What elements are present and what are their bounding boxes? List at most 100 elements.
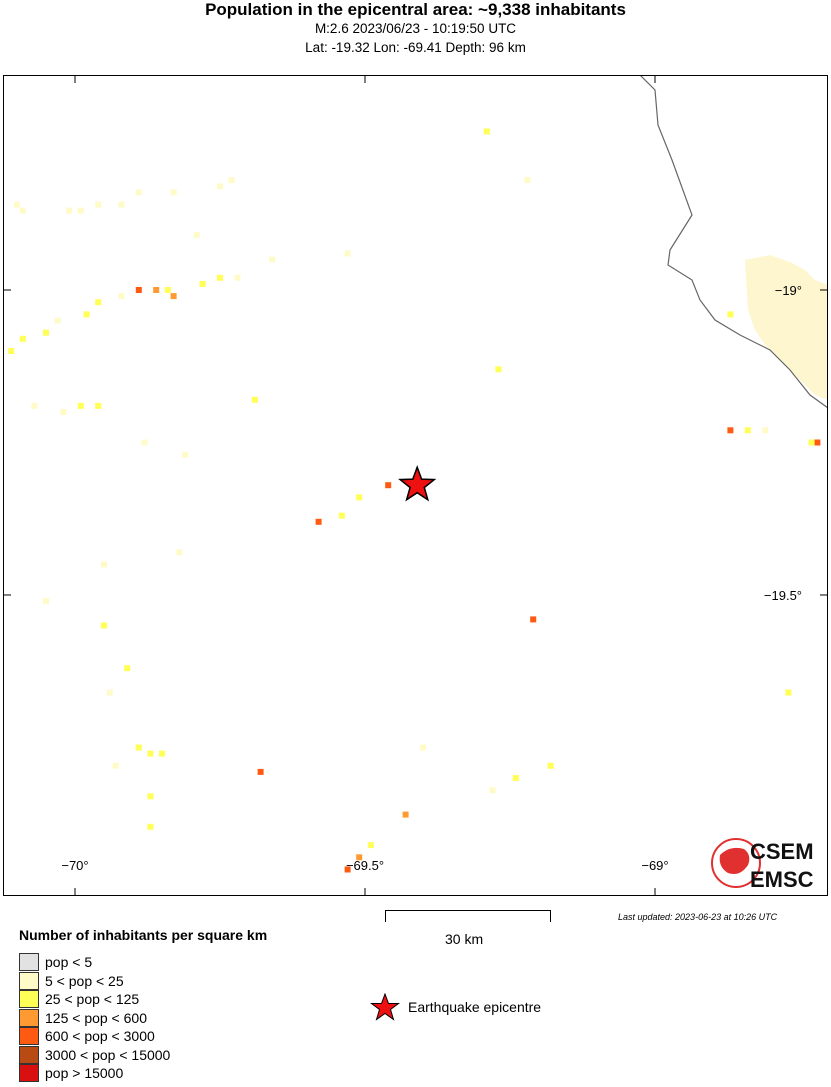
population-cell [54, 317, 61, 323]
population-cell [419, 744, 426, 750]
population-cell [77, 402, 84, 409]
population-cell [59, 408, 66, 415]
population-cell [65, 207, 72, 214]
population-cell [193, 231, 200, 238]
population-cell [117, 292, 124, 299]
population-cell [489, 786, 496, 793]
lat-tick-label: −19.5° [763, 588, 801, 603]
population-cell [106, 689, 113, 696]
population-cell [726, 426, 733, 433]
event-location: Lat: -19.32 Lon: -69.41 Depth: 96 km [305, 40, 526, 55]
population-cell [367, 841, 374, 848]
population-cell [42, 329, 49, 336]
population-cell [112, 762, 119, 769]
population-cell [813, 439, 820, 445]
epicentre-legend: Earthquake epicentre [370, 993, 541, 1021]
legend-item: pop < 5 [19, 953, 92, 971]
population-cell [83, 310, 90, 317]
legend-item: 3000 < pop < 15000 [19, 1045, 171, 1064]
scale-bar [385, 910, 551, 922]
population-cell [216, 182, 223, 189]
star-icon [370, 993, 400, 1021]
population-cell [94, 201, 101, 208]
population-cell [77, 207, 84, 214]
population-cell [135, 744, 142, 750]
population-cell [494, 365, 501, 372]
legend-swatch [19, 953, 39, 971]
population-cell [402, 811, 409, 818]
population-cell [135, 188, 142, 195]
population-cell [19, 207, 26, 214]
lon-tick-label: −69° [641, 858, 668, 873]
country-border [640, 76, 827, 408]
population-cell [100, 561, 107, 567]
epicentre-legend-label: Earthquake epicentre [408, 999, 542, 1015]
population-cell [257, 768, 264, 775]
population-cell [141, 439, 148, 445]
lon-tick-label: −69.5° [345, 858, 383, 873]
map-title: Population in the epicentral area: ~9,33… [205, 0, 626, 19]
population-cell [355, 853, 362, 860]
last-updated: Last updated: 2023-06-23 at 10:26 UTC [618, 912, 778, 922]
population-cell [170, 188, 177, 195]
population-cell [784, 689, 791, 696]
legend-swatch [19, 1045, 39, 1064]
legend-label: 3000 < pop < 15000 [45, 1046, 171, 1063]
legend-swatch [19, 1064, 39, 1082]
svg-text:CSEM: CSEM [750, 839, 814, 864]
population-cell [808, 439, 815, 445]
population-map: −70° −69.5° −69° −19° −19.5° CSEM EMSC [3, 75, 828, 896]
population-cell [355, 493, 362, 500]
population-cell [315, 518, 322, 525]
legend-item: 125 < pop < 600 [19, 1008, 147, 1027]
population-cell [523, 176, 530, 183]
population-cell [146, 750, 153, 757]
population-cell [233, 274, 240, 281]
population-cell [30, 402, 37, 409]
legend-title: Number of inhabitants per square km [19, 927, 268, 943]
population-cell [94, 402, 101, 409]
population-cell [529, 615, 536, 622]
legend-item: 5 < pop < 25 [19, 971, 124, 990]
population-cell [744, 426, 751, 433]
legend-swatch [19, 1027, 39, 1045]
population-cell [19, 335, 26, 342]
legend-swatch [19, 971, 39, 990]
population-cell [175, 548, 182, 555]
legend-swatch [19, 990, 39, 1008]
population-cell [251, 396, 258, 403]
legend-label: 125 < pop < 600 [45, 1009, 147, 1026]
epicenter-star-icon [397, 464, 436, 502]
population-cell [117, 201, 124, 208]
event-info: M:2.6 2023/06/23 - 10:19:50 UTC [314, 21, 517, 36]
population-cell [181, 451, 188, 458]
legend-label: 5 < pop < 25 [45, 972, 124, 989]
population-cell [94, 298, 101, 305]
legend-label: pop < 5 [45, 954, 93, 970]
legend-item: pop > 15000 [19, 1064, 123, 1082]
emsc-logo: CSEM EMSC [710, 833, 825, 892]
population-cell [146, 792, 153, 799]
population-cell [42, 597, 49, 604]
population-cell [483, 127, 490, 134]
population-cell [170, 292, 177, 299]
neighbour-populated-area [744, 254, 827, 400]
lon-tick-label: −70° [61, 858, 88, 873]
legend-label: pop > 15000 [45, 1065, 124, 1081]
population-cell [13, 201, 20, 208]
population-cell [726, 310, 733, 317]
population-cell [7, 347, 14, 354]
legend-swatch [19, 1008, 39, 1027]
population-cell [344, 866, 351, 872]
population-cell [547, 762, 554, 769]
svg-text:EMSC: EMSC [750, 867, 814, 891]
population-cell [338, 512, 345, 519]
legend-label: 25 < pop < 125 [45, 991, 140, 1007]
population-cell [228, 176, 235, 183]
population-cell [268, 256, 275, 262]
population-cell [123, 664, 130, 671]
population-cell [216, 274, 223, 281]
population-cell [384, 481, 391, 488]
population-cell [146, 823, 153, 830]
population-cell [344, 249, 351, 256]
